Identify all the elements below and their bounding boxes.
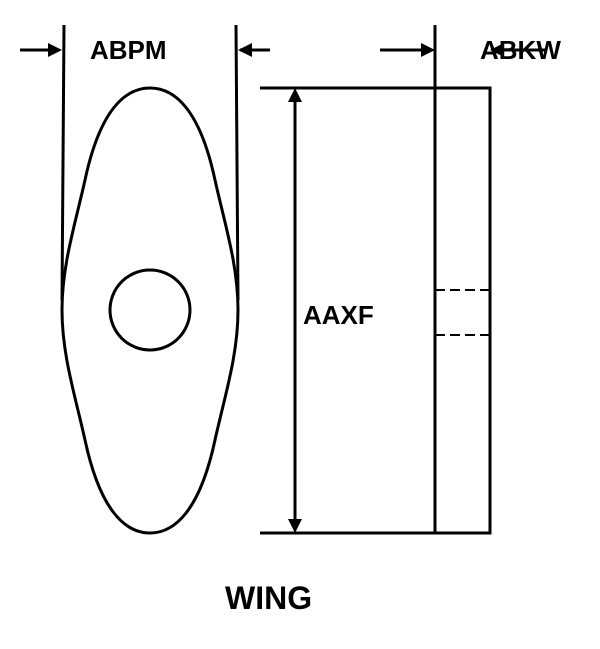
technical-diagram: ABPM ABKW AAXF WING	[0, 0, 600, 644]
diagram-svg	[0, 0, 600, 644]
title-label: WING	[225, 580, 312, 617]
side-view-rect	[435, 88, 490, 533]
aaxf-label: AAXF	[303, 300, 374, 331]
abpm-label: ABPM	[90, 35, 167, 66]
center-hole	[110, 270, 190, 350]
wing-shape-outline	[62, 88, 238, 533]
abkw-label: ABKW	[480, 35, 561, 66]
